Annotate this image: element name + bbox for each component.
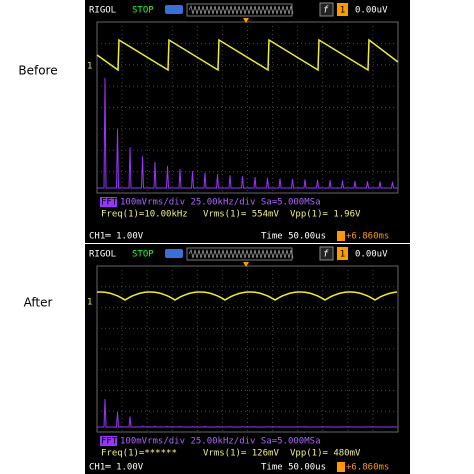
channel-trace xyxy=(96,291,398,301)
ch-box xyxy=(337,3,348,16)
fft-tag: FFT xyxy=(101,198,118,208)
trig-edge: f xyxy=(323,6,329,16)
offset-icon xyxy=(337,462,345,472)
channel-trace xyxy=(96,38,399,72)
trigger-marker xyxy=(243,262,249,267)
ch-marker: 1 xyxy=(87,298,92,308)
footer-offset: +6.860ms xyxy=(346,463,389,473)
brand: RIGOL xyxy=(89,6,116,16)
status: STOP xyxy=(132,250,154,260)
fft-settings: 100mVrms/div 25.00kHz/div Sa=5.000MSa xyxy=(120,437,320,447)
fft-trace xyxy=(97,77,398,189)
measurement: Vpp(1)= 1.96V xyxy=(290,210,361,220)
measurement: Vrms(1)= 126mV xyxy=(203,449,279,459)
footer-offset: +6.860ms xyxy=(346,232,389,242)
ch-box xyxy=(337,247,348,260)
wave-strip-trace xyxy=(188,4,294,15)
fft-trace xyxy=(97,398,398,428)
footer-channel: CH1═ 1.00V xyxy=(89,232,144,242)
channel: 1 xyxy=(340,250,345,260)
fft-tag: FFT xyxy=(101,437,118,447)
trigger-level: 0.00uV xyxy=(355,6,388,16)
footer-time: Time 50.00us xyxy=(261,232,326,242)
measurement: Freq(1)=10.00kHz xyxy=(101,210,188,220)
measurement: Freq(1)=****** xyxy=(101,449,177,459)
scope-screen: RIGOL STOP f 1 0.00uV 1 FFT 100mVrms/div 25.00k… xyxy=(85,0,410,243)
footer-channel: CH1═ 1.00V xyxy=(89,463,144,473)
screen-label: Before xyxy=(18,64,57,78)
icon xyxy=(165,249,183,258)
channel: 1 xyxy=(340,6,345,16)
measurement: Vpp(1)= 480mV xyxy=(290,449,361,459)
brand: RIGOL xyxy=(89,250,116,260)
trig-box xyxy=(319,2,334,17)
scope-screen: RIGOL STOP f 1 0.00uV 1 FFT 100mVrms/div 25.00k… xyxy=(85,244,410,474)
wave-strip-trace xyxy=(188,248,294,259)
ch-marker: 1 xyxy=(87,62,92,72)
trigger-level: 0.00uV xyxy=(355,250,388,260)
trigger-marker xyxy=(243,18,249,23)
icon xyxy=(165,5,183,14)
trig-edge: f xyxy=(323,250,329,260)
footer-time: Time 50.00us xyxy=(261,463,326,473)
trig-box xyxy=(319,246,334,261)
screen-label: After xyxy=(24,296,53,310)
status: STOP xyxy=(132,6,154,16)
fft-tag-bg xyxy=(100,197,117,207)
measurement: Vrms(1)= 554mV xyxy=(203,210,279,220)
screen-bg xyxy=(85,0,410,243)
offset-icon xyxy=(337,231,345,241)
fft-settings: 100mVrms/div 25.00kHz/div Sa=5.000MSa xyxy=(120,198,320,208)
fft-tag-bg xyxy=(100,436,117,446)
